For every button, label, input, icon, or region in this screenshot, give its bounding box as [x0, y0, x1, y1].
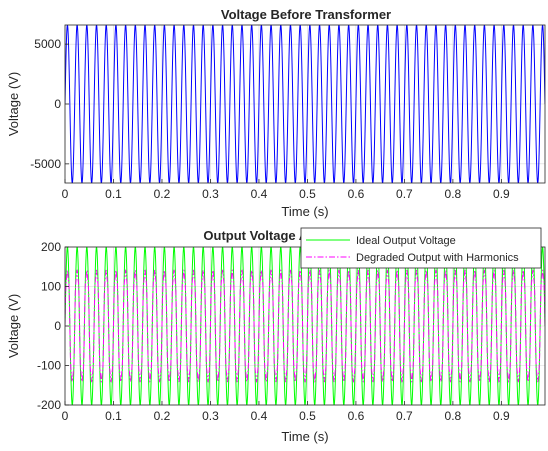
top-y-tick-label: 5000: [34, 37, 61, 51]
bottom-y-tick-label: -200: [37, 398, 61, 412]
subplot-top: Voltage Before Transformer 0 0.1 0.2 0.3 0.4…: [6, 7, 546, 219]
bottom-x-tick-label: 0.7: [396, 409, 413, 423]
bottom-x-tick-label: 0.5: [299, 409, 316, 423]
bottom-x-tick-label: 0.6: [348, 409, 365, 423]
bottom-x-tick-label: 0.1: [105, 409, 122, 423]
top-y-tick-label: 0: [54, 97, 61, 111]
bottom-x-tick-label: 0.2: [154, 409, 171, 423]
top-x-ticks: 0 0.1 0.2 0.3 0.4 0.5 0.6 0.7 0.8 0.9: [62, 179, 510, 201]
bottom-y-tick-label: -100: [37, 359, 61, 373]
legend-box: [300, 227, 542, 269]
bottom-y-tick-label: 0: [54, 319, 61, 333]
top-x-tick-label: 0.4: [251, 187, 268, 201]
bottom-y-axis-label: Voltage (V): [6, 294, 21, 358]
bottom-legend: Ideal Output Voltage Degraded Output wit…: [300, 227, 542, 269]
bottom-x-tick-label: 0.4: [251, 409, 268, 423]
top-x-tick-label: 0.8: [445, 187, 462, 201]
bottom-series-line-degraded-output-with-harmonics: [65, 269, 545, 383]
bottom-x-tick-label: 0: [62, 409, 69, 423]
top-x-tick-label: 0.6: [348, 187, 365, 201]
top-x-tick-label: 0: [62, 187, 69, 201]
top-y-axis-label: Voltage (V): [6, 72, 21, 136]
top-x-tick-label: 0.5: [299, 187, 316, 201]
bottom-y-tick-label: 100: [41, 280, 61, 294]
subplot-bottom: Output Voltage After Transformer 00.10.2…: [6, 227, 546, 444]
bottom-x-tick-label: 0.8: [445, 409, 462, 423]
top-chart-title: Voltage Before Transformer: [221, 7, 391, 22]
bottom-y-tick-label: 200: [41, 240, 61, 254]
top-x-tick-label: 0.9: [493, 187, 510, 201]
bottom-y-ticks: -200 -100 0 100 200: [37, 240, 69, 412]
top-x-axis-label: Time (s): [281, 204, 328, 219]
bottom-x-tick-label: 0.9: [493, 409, 510, 423]
top-x-tick-label: 0.7: [396, 187, 413, 201]
top-x-tick-label: 0.1: [105, 187, 122, 201]
legend-label-ideal: Ideal Output Voltage: [356, 235, 456, 247]
bottom-x-ticks: 0 0.1 0.2 0.3 0.4 0.5 0.6 0.7 0.8 0.9: [62, 401, 510, 423]
top-x-tick-label: 0.2: [154, 187, 171, 201]
bottom-x-tick-label: 0.3: [202, 409, 219, 423]
top-y-ticks: -5000 0 5000: [30, 37, 69, 171]
top-x-tick-label: 0.3: [202, 187, 219, 201]
legend-label-degraded: Degraded Output with Harmonics: [356, 252, 519, 264]
bottom-x-axis-label: Time (s): [281, 429, 328, 444]
top-y-tick-label: -5000: [30, 157, 61, 171]
